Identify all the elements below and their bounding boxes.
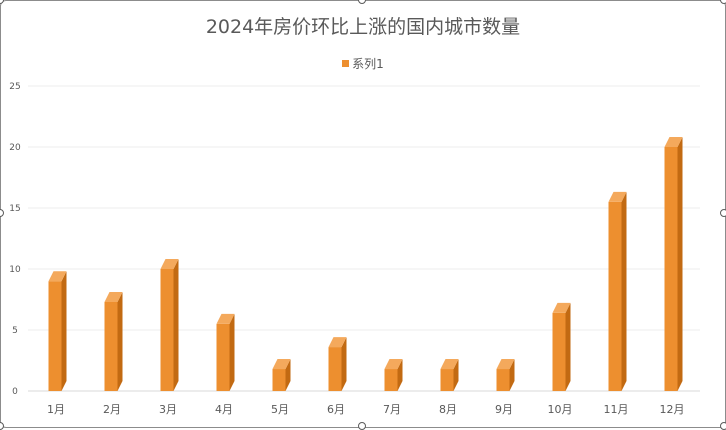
x-tick-label: 11月 bbox=[604, 403, 629, 416]
bar-side bbox=[565, 302, 571, 391]
x-tick-label: 5月 bbox=[271, 403, 289, 416]
bar bbox=[48, 281, 62, 391]
bar-side bbox=[173, 259, 179, 391]
bar-side bbox=[621, 191, 627, 391]
bar-top bbox=[216, 313, 235, 324]
bar bbox=[664, 147, 678, 391]
bar-top bbox=[664, 137, 683, 147]
bar bbox=[328, 347, 342, 391]
y-tick-label: 25 bbox=[9, 82, 20, 92]
bar-top bbox=[328, 337, 347, 348]
y-tick-label: 10 bbox=[9, 265, 21, 275]
x-tick-label: 10月 bbox=[548, 403, 573, 416]
bar-top bbox=[440, 359, 459, 370]
x-tick-label: 8月 bbox=[439, 403, 457, 416]
bar-top bbox=[608, 191, 627, 202]
bar-side bbox=[341, 337, 347, 391]
x-tick-label: 12月 bbox=[660, 403, 685, 416]
bar bbox=[384, 369, 398, 391]
bar-side bbox=[61, 271, 67, 391]
bar bbox=[496, 369, 510, 391]
bar bbox=[440, 369, 454, 391]
bar-top bbox=[48, 271, 67, 282]
bar bbox=[160, 269, 174, 391]
bar bbox=[608, 201, 622, 391]
bar-side bbox=[397, 359, 403, 391]
bar-side bbox=[117, 291, 123, 391]
y-tick-label: 0 bbox=[12, 387, 18, 397]
bar-top bbox=[104, 291, 123, 302]
bar-top bbox=[496, 359, 515, 370]
bar-top bbox=[160, 259, 179, 269]
y-tick-label: 20 bbox=[9, 143, 21, 153]
legend-label: 系列1 bbox=[352, 57, 384, 71]
bar-side bbox=[509, 359, 515, 391]
bar bbox=[104, 301, 118, 391]
bar-side bbox=[229, 313, 235, 391]
bar bbox=[552, 312, 566, 391]
chart-legend[interactable]: 系列1 bbox=[0, 55, 726, 72]
x-tick-label: 4月 bbox=[215, 403, 233, 416]
x-tick-label: 9月 bbox=[495, 403, 513, 416]
y-tick-label: 15 bbox=[9, 204, 20, 214]
x-tick-label: 1月 bbox=[47, 403, 65, 416]
bar bbox=[272, 369, 286, 391]
y-tick-label: 5 bbox=[12, 326, 18, 336]
x-tick-label: 3月 bbox=[159, 403, 177, 416]
bar-top bbox=[384, 359, 403, 370]
x-tick-label: 6月 bbox=[327, 403, 345, 416]
bar-top bbox=[552, 302, 571, 313]
resize-handle-middle-right[interactable] bbox=[720, 209, 726, 217]
resize-handle-top-right[interactable] bbox=[720, 0, 726, 4]
x-tick-label: 7月 bbox=[383, 403, 401, 416]
bar-side bbox=[453, 359, 459, 391]
x-tick-label: 2月 bbox=[103, 403, 121, 416]
legend-swatch bbox=[342, 60, 350, 67]
bar bbox=[216, 323, 230, 391]
bar-side bbox=[285, 359, 291, 391]
bar-side bbox=[677, 137, 683, 391]
chart-title[interactable]: 2024年房价环比上涨的国内城市数量 bbox=[205, 16, 521, 38]
bar-top bbox=[272, 359, 291, 370]
